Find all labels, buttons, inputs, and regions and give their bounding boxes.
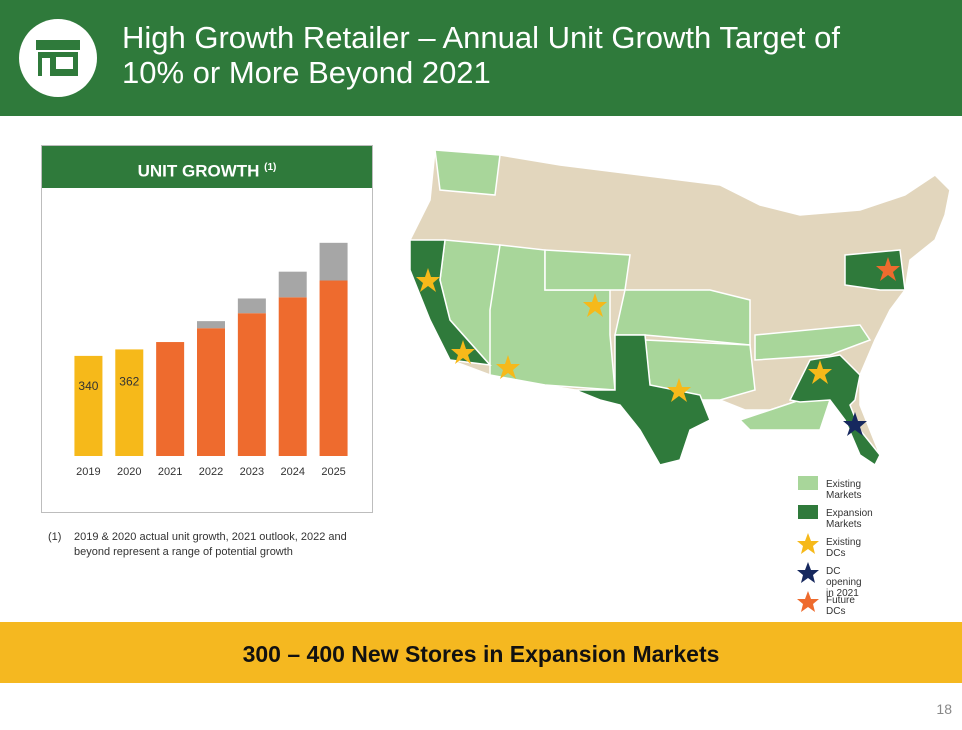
bar	[319, 280, 348, 456]
chart: 2019 340 2020 362 2021 2022 2023 2024 2025	[74, 242, 348, 478]
header: High Growth Retailer – Annual Unit Growt…	[0, 0, 962, 116]
banner: 300 – 400 New Stores in Expansion Market…	[0, 622, 962, 683]
chart-header: UNIT GROWTH (1)	[42, 146, 372, 188]
us-map	[409, 149, 951, 467]
bar	[156, 342, 185, 456]
footnote-marker: (1)	[48, 531, 62, 543]
bar	[319, 242, 348, 281]
legend-label: Existing Markets	[826, 479, 862, 501]
data-label: 340	[78, 379, 98, 393]
x-tick-label: 2019	[76, 466, 100, 478]
legend-label: DC opening in 2021	[826, 566, 862, 599]
chart-title: UNIT GROWTH	[137, 161, 260, 181]
x-tick-label: 2024	[280, 466, 304, 478]
x-tick-label: 2023	[240, 466, 264, 478]
data-label: 362	[119, 374, 139, 388]
bar	[74, 355, 103, 456]
bar	[278, 271, 307, 298]
x-tick-label: 2020	[117, 466, 141, 478]
legend-label: Expansion Markets	[826, 508, 873, 530]
footnote: (1) 2019 & 2020 actual unit growth, 2021 …	[48, 530, 378, 560]
bar	[237, 313, 266, 456]
store-icon	[19, 19, 97, 97]
x-tick-label: 2025	[321, 466, 345, 478]
x-tick-label: 2022	[199, 466, 223, 478]
page-number: 18	[936, 701, 952, 717]
bar	[197, 328, 225, 456]
chart-box: UNIT GROWTH (1) 2019 340 2020 362 2021 2022 20…	[41, 145, 373, 513]
legend-label: Existing DCs	[826, 537, 862, 559]
slide-title: High Growth Retailer – Annual Unit Growt…	[122, 20, 840, 90]
bar	[278, 297, 307, 456]
x-tick-label: 2021	[158, 466, 182, 478]
bar	[197, 321, 225, 329]
bar	[237, 298, 266, 314]
bar	[115, 349, 144, 456]
footnote-text: 2019 & 2020 actual unit growth, 2021 out…	[74, 531, 347, 558]
legend-label: Future DCs	[826, 595, 855, 617]
chart-title-note: (1)	[264, 162, 277, 173]
